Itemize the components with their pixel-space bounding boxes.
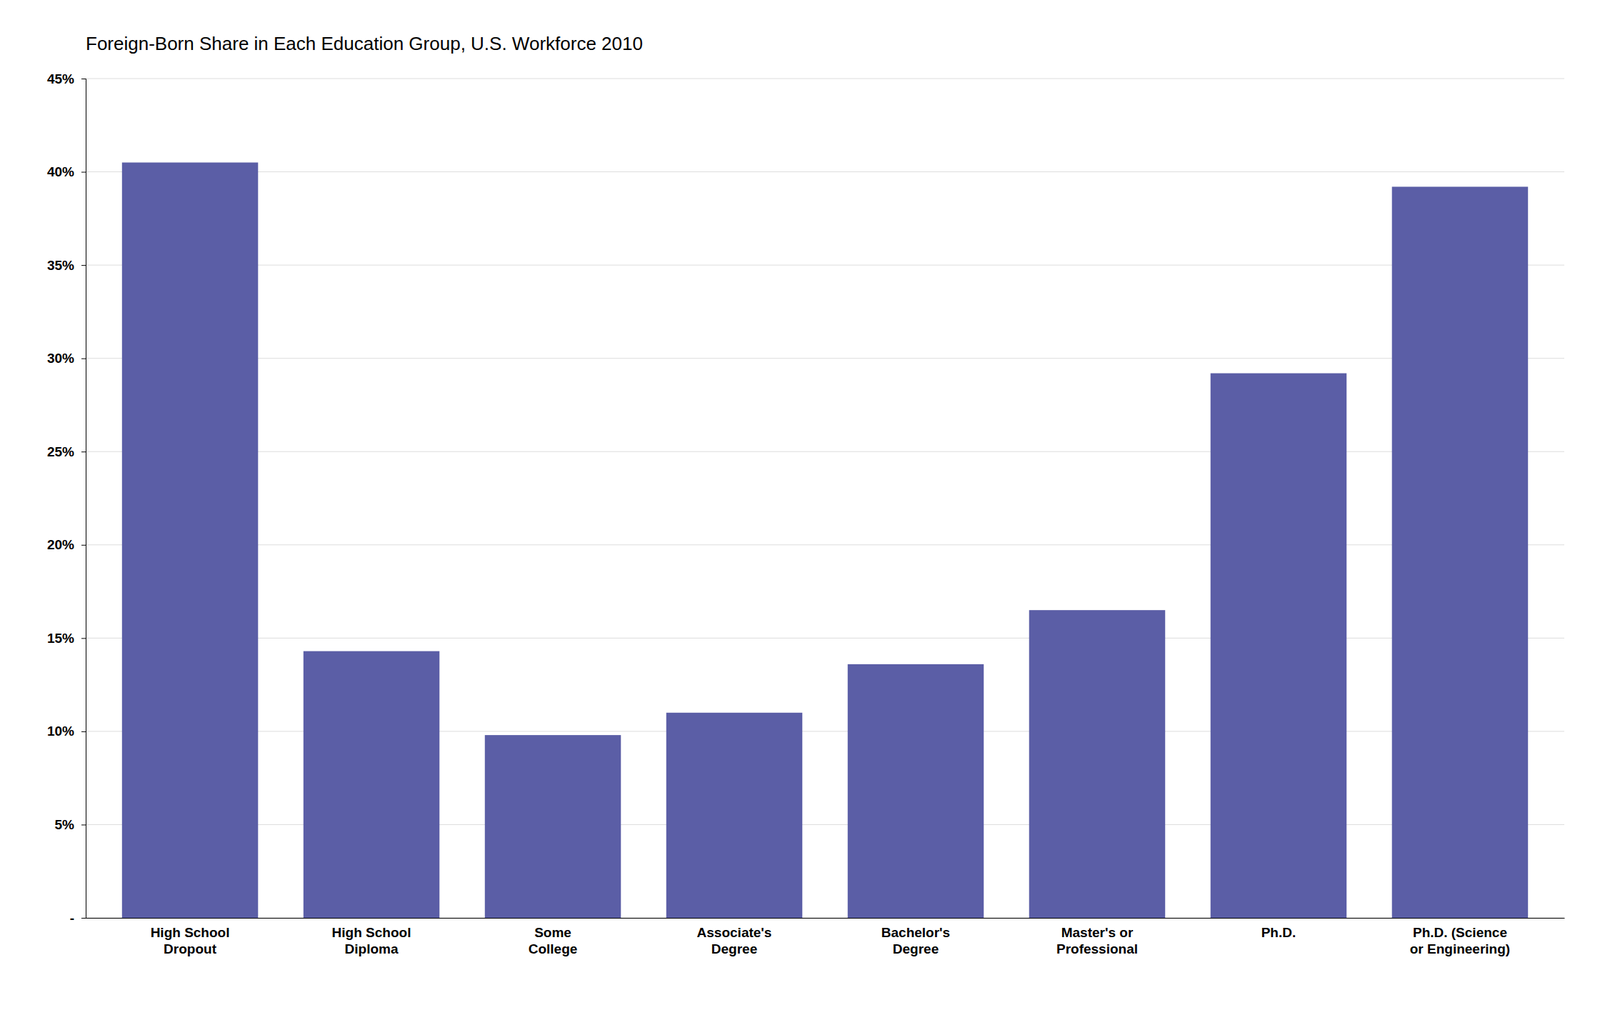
- x-tick-label-line: Dropout: [163, 941, 218, 957]
- y-tick-mark: [81, 637, 86, 639]
- y-tick-mark: [81, 451, 86, 453]
- y-tick-mark: [81, 545, 86, 546]
- y-tick: -: [70, 910, 86, 926]
- x-tick-label: SomeCollege: [528, 925, 578, 957]
- x-tick-label-line: High School: [150, 925, 230, 940]
- x-tick: Ph.D.: [1261, 925, 1297, 940]
- x-tick-label-line: Some: [534, 925, 572, 940]
- x-tick: High SchoolDiploma: [332, 925, 412, 957]
- y-tick: 40%: [47, 164, 86, 180]
- x-tick-label-line: Diploma: [345, 941, 399, 957]
- y-tick-label: 5%: [55, 817, 75, 833]
- y-tick-mark: [81, 78, 86, 80]
- x-tick: Bachelor'sDegree: [881, 925, 950, 957]
- x-tick: Master's orProfessional: [1056, 925, 1138, 957]
- x-tick-label: Associate'sDegree: [697, 925, 773, 957]
- title: Foreign-Born Share in Each Education Gro…: [85, 32, 643, 55]
- x-tick-label: High SchoolDropout: [150, 925, 230, 957]
- y-tick-mark: [81, 265, 86, 266]
- x-tick-label: Ph.D.: [1261, 925, 1297, 940]
- y-tick-label: 20%: [47, 537, 75, 553]
- bars: [122, 162, 1528, 919]
- grid-line: [85, 171, 1565, 173]
- x-tick-label-line: Degree: [711, 941, 758, 957]
- grid: [85, 78, 1565, 918]
- x-tick-label: High SchoolDiploma: [332, 925, 412, 957]
- chart: -5%10%15%20%25%30%35%40%45%High SchoolDr…: [0, 0, 1600, 1025]
- y-axis-line: [81, 79, 87, 919]
- y-tick-label: 40%: [47, 164, 75, 180]
- bar: [1029, 610, 1165, 918]
- bar: [303, 651, 440, 918]
- y-tick-mark: [81, 731, 86, 733]
- y-tick: 20%: [47, 537, 86, 553]
- y-tick-mark: [81, 358, 86, 360]
- y-tick-label: 15%: [47, 630, 75, 646]
- bar: [122, 162, 258, 919]
- x-tick-label-line: Degree: [892, 941, 939, 957]
- x-tick-label-line: College: [528, 941, 578, 957]
- y-tick: 10%: [47, 723, 86, 739]
- y-axis: - 5% 10% 15% 20% 25% 30% 35% 40% 45%: [47, 71, 87, 926]
- x-tick-label: Ph.D. (Scienceor Engineering): [1410, 925, 1510, 957]
- x-tick-label-line: Master's or: [1061, 925, 1134, 940]
- x-tick-label-line: Bachelor's: [881, 925, 950, 940]
- x-tick: Ph.D. (Scienceor Engineering): [1410, 925, 1510, 957]
- y-tick: 30%: [47, 350, 86, 366]
- plot-area: -5%10%15%20%25%30%35%40%45%High SchoolDr…: [47, 71, 1565, 958]
- grid-line: [85, 78, 1565, 80]
- bar: [847, 664, 984, 918]
- y-tick-label: 35%: [47, 257, 75, 273]
- y-tick-mark: [81, 917, 86, 919]
- y-tick-mark: [81, 824, 86, 825]
- x-tick-label-line: High School: [332, 925, 412, 940]
- x-tick-label-line: or Engineering): [1410, 941, 1510, 957]
- x-tick-label-line: Ph.D.: [1261, 925, 1297, 940]
- x-tick-label: Master's orProfessional: [1056, 925, 1138, 957]
- grid-line: [85, 265, 1565, 266]
- y-tick: 5%: [55, 817, 86, 833]
- bar: [485, 735, 621, 918]
- x-tick: Associate'sDegree: [697, 925, 773, 957]
- y-tick-label: 45%: [47, 71, 75, 87]
- x-axis: High SchoolDropoutHigh SchoolDiplomaSome…: [86, 918, 1565, 958]
- y-tick-label: 25%: [47, 444, 75, 460]
- y-tick-label: 10%: [47, 723, 75, 739]
- bar: [1392, 186, 1528, 918]
- x-tick-label-line: Professional: [1056, 941, 1138, 957]
- x-tick: SomeCollege: [528, 925, 578, 957]
- bar: [1210, 373, 1347, 918]
- y-tick-mark: [81, 172, 86, 173]
- y-tick-label: -: [70, 910, 75, 926]
- x-tick-label-line: Ph.D. (Science: [1412, 925, 1508, 940]
- bar: [666, 712, 803, 918]
- y-tick: 35%: [47, 257, 86, 273]
- grid-line: [85, 357, 1565, 359]
- x-tick-label: Bachelor'sDegree: [881, 925, 950, 957]
- y-tick: 15%: [47, 630, 86, 646]
- x-tick: High SchoolDropout: [150, 925, 230, 957]
- y-tick: 45%: [47, 71, 86, 87]
- x-tick-label-line: Associate's: [697, 925, 773, 940]
- y-tick: 25%: [47, 444, 86, 460]
- x-axis-line: [86, 917, 1565, 919]
- y-tick-label: 30%: [47, 350, 75, 366]
